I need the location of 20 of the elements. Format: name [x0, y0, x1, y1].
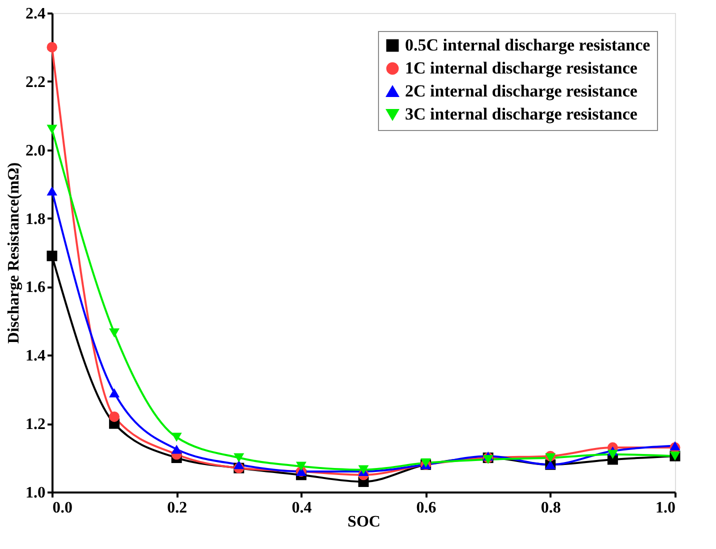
y-tick-label: 2.0	[26, 142, 46, 160]
y-tick-label: 1.2	[26, 416, 46, 434]
x-tick-label: 0.8	[540, 500, 561, 516]
x-tick-label: 0.2	[167, 500, 188, 516]
y-axis-title: Discharge Resistance(mΩ)	[6, 162, 22, 344]
y-tick-label: 2.2	[26, 74, 46, 91]
y-tick-label: 1.4	[26, 348, 46, 365]
x-tick-label: 0.6	[416, 500, 436, 516]
x-tick-label: 1.0	[656, 500, 676, 516]
legend-label: 3C internal discharge resistance	[405, 104, 638, 124]
y-tick-label: 1.6	[26, 279, 46, 296]
y-tick-label: 2.4	[26, 6, 46, 22]
legend-label: 1C internal discharge resistance	[405, 58, 638, 78]
x-tick-label: 0.0	[52, 500, 72, 516]
x-tick-label: 0.4	[292, 500, 312, 516]
legend-label: 2C internal discharge resistance	[405, 82, 638, 100]
x-axis-title: SOC	[348, 514, 380, 530]
y-tick-label: 1.8	[26, 210, 46, 228]
y-tick-label: 1.0	[26, 484, 46, 502]
legend-label: 0.5C internal discharge resistance	[405, 36, 651, 54]
